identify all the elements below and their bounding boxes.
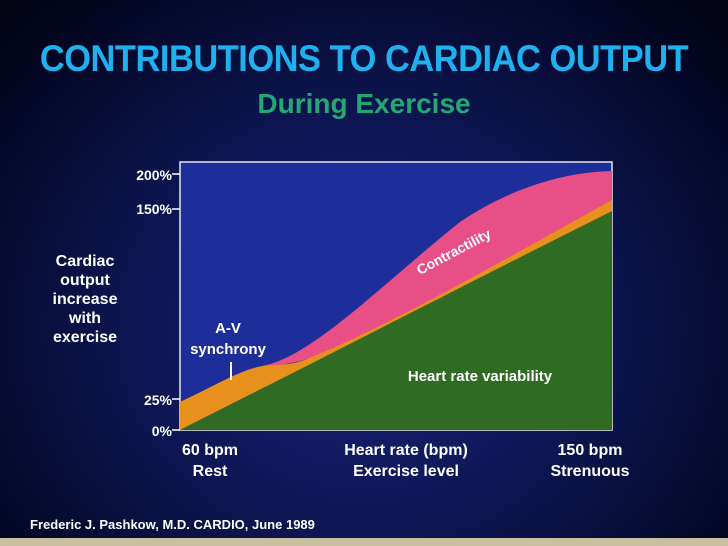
- slide-bottom-edge: [0, 538, 728, 546]
- x-tick-line2: Strenuous: [550, 463, 630, 480]
- y-tick-label-200: 200%: [136, 167, 172, 183]
- y-tick-label-150: 150%: [136, 201, 172, 217]
- chart-subtitle: During Exercise: [257, 88, 471, 119]
- area-heart-rate-variability: [180, 211, 612, 430]
- x-tick-line2: Exercise level: [353, 463, 459, 480]
- annotation-av-synchrony-line1: A-V: [215, 320, 241, 337]
- area-av-synchrony: [180, 200, 612, 430]
- y-tick-label-0: 0%: [151, 423, 172, 439]
- annotation-av-synchrony-line2: synchrony: [190, 341, 267, 358]
- source-credit: Frederic J. Pashkow, M.D. CARDIO, June 1…: [30, 517, 315, 532]
- y-axis-label-line: output: [60, 272, 110, 289]
- x-tick-line1: Heart rate (bpm): [344, 442, 468, 459]
- y-tick-label-25: 25%: [143, 392, 172, 408]
- x-tick-label-exercise: Heart rate (bpm) Exercise level: [316, 440, 496, 482]
- y-axis-label-line: Cardiac: [55, 253, 115, 270]
- x-tick-line1: 60 bpm: [181, 442, 238, 459]
- y-axis-label: Cardiac output increase with exercise: [40, 252, 130, 347]
- x-tick-line2: Rest: [192, 463, 228, 480]
- y-axis-label-line: increase: [52, 291, 118, 308]
- y-axis-label-line: exercise: [52, 329, 118, 346]
- x-tick-label-rest: 60 bpm Rest: [150, 440, 270, 482]
- chart-title: CONTRIBUTIONS TO CARDIAC OUTPUT: [39, 38, 689, 79]
- area-contractility: [180, 171, 612, 402]
- y-axis-label-line: with: [69, 310, 101, 327]
- annotation-heart-rate-variability: Heart rate variability: [408, 368, 553, 385]
- x-tick-line1: 150 bpm: [557, 442, 623, 459]
- x-tick-label-strenuous: 150 bpm Strenuous: [528, 440, 652, 482]
